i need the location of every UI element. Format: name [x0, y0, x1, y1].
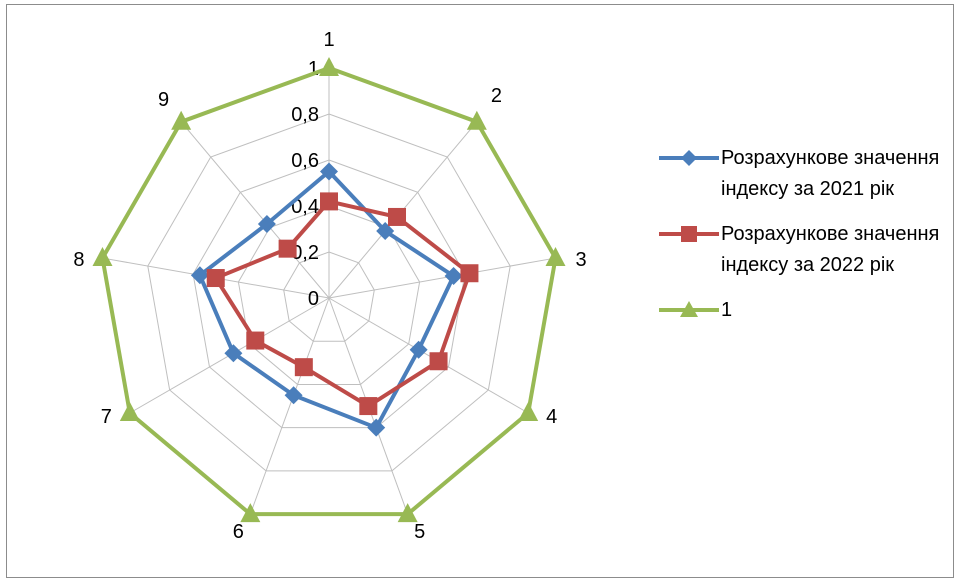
series-1-marker-8: [206, 269, 225, 288]
legend-label-2022: Розрахункове значення індексу за 2022 рі…: [721, 223, 940, 276]
radar-chart: 0 0,2 0,4 0,6 0,8 11 2 3 4 5 6 7 8 9: [73, 29, 587, 543]
category-label-1: 1: [323, 29, 334, 51]
series-2-marker-7: [119, 402, 140, 421]
series-2-marker-3: [545, 247, 566, 267]
series-1-marker-1: [320, 192, 338, 211]
category-label-3: 3: [576, 249, 587, 271]
radial-tick-label: 1: [308, 58, 319, 80]
grid-ring-4: [147, 113, 511, 472]
category-label-4: 4: [546, 406, 557, 428]
legend-label-1: 1: [721, 299, 733, 321]
radial-tick-label: 0,4: [291, 196, 319, 218]
series-2-marker-2: [466, 110, 487, 130]
grid-spoke-6: [249, 297, 330, 515]
grid-spoke-4: [328, 297, 529, 414]
series-0-marker-5: [367, 418, 386, 437]
legend-label-2021: Розрахункове значення індексу за 2021 рі…: [721, 147, 940, 200]
category-label-5: 5: [414, 521, 425, 543]
series-1-marker-5: [359, 397, 378, 416]
legend-swatch-2022: [659, 226, 719, 242]
series-1-marker-2: [388, 207, 407, 226]
series-2-marker-1: [319, 57, 339, 76]
series-2-marker-4: [518, 402, 539, 421]
grid-spoke-9: [180, 121, 330, 299]
series-0-marker-9: [257, 215, 276, 234]
series-2-marker-9: [171, 110, 192, 130]
series-1-marker-6: [294, 358, 313, 377]
series-0-marker-4: [409, 340, 428, 359]
series-line-0: [197, 168, 457, 431]
grid-ring-3: [192, 159, 466, 429]
series-0-marker-2: [376, 222, 395, 241]
series-2-marker-6: [240, 503, 261, 523]
chart-frame: 0 0,2 0,4 0,6 0,8 1 1 2 3 4 5 6 7 8 9 Розрахункове зна…: [6, 4, 954, 578]
series-1-marker-3: [460, 264, 479, 283]
legend-swatch-2021: [659, 150, 719, 166]
radial-tick-label: 0,8: [291, 104, 319, 126]
radial-tick-label: 0,6: [291, 150, 319, 172]
legend-item-2021: Розрахункове значення індексу за 2021 рі…: [659, 143, 959, 205]
radial-tick-label: 0,2: [291, 242, 319, 264]
category-label-8: 8: [73, 249, 84, 271]
series-0-marker-7: [224, 344, 243, 363]
series-0-marker-3: [444, 267, 463, 286]
series-1-marker-9: [278, 239, 297, 258]
series-0-marker-8: [190, 266, 209, 285]
series-2-marker-8: [92, 247, 113, 267]
category-label-6: 6: [233, 521, 244, 543]
legend: Розрахункове значення індексу за 2021 рі…: [659, 143, 959, 340]
series-1-marker-7: [246, 331, 265, 350]
series-line-1: [212, 199, 472, 409]
series-line-2: [100, 65, 558, 517]
category-label-2: 2: [491, 85, 502, 107]
legend-item-1: 1: [659, 295, 959, 326]
series-1-marker-4: [429, 352, 448, 371]
series-2-marker-5: [397, 503, 418, 523]
radial-tick-label: 0: [308, 288, 319, 310]
category-label-7: 7: [101, 406, 112, 428]
legend-item-2022: Розрахункове значення індексу за 2022 рі…: [659, 219, 959, 281]
category-label-9: 9: [158, 89, 169, 111]
series-0-marker-6: [284, 386, 303, 405]
grid-spoke-3: [328, 257, 556, 299]
series-0-marker-1: [320, 162, 338, 181]
legend-swatch-1: [659, 301, 719, 317]
grid-ring-1: [283, 251, 375, 342]
